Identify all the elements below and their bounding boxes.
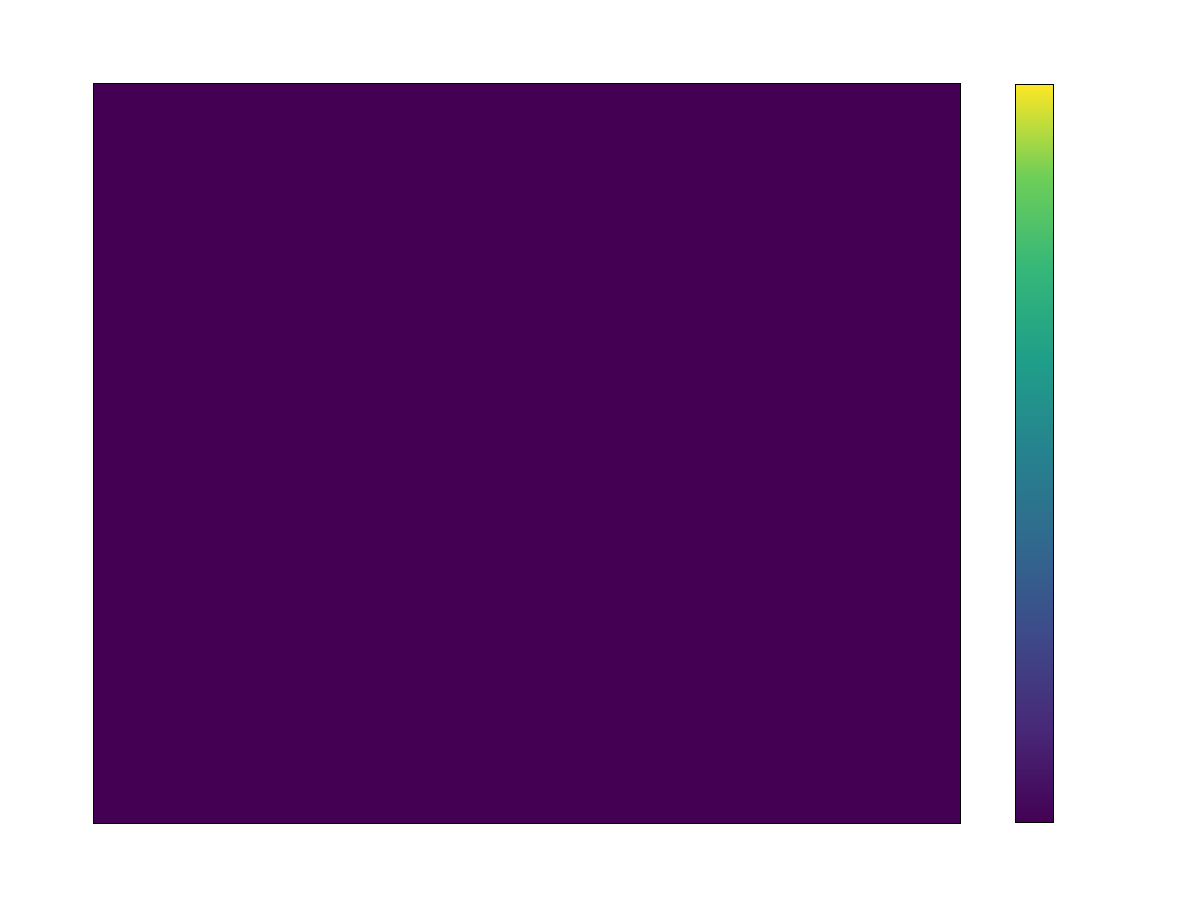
ionogram-heatmap-canvas — [93, 83, 960, 823]
plot-area — [92, 82, 961, 824]
colorbar-gradient — [1015, 84, 1053, 822]
colorbar — [1014, 83, 1054, 823]
